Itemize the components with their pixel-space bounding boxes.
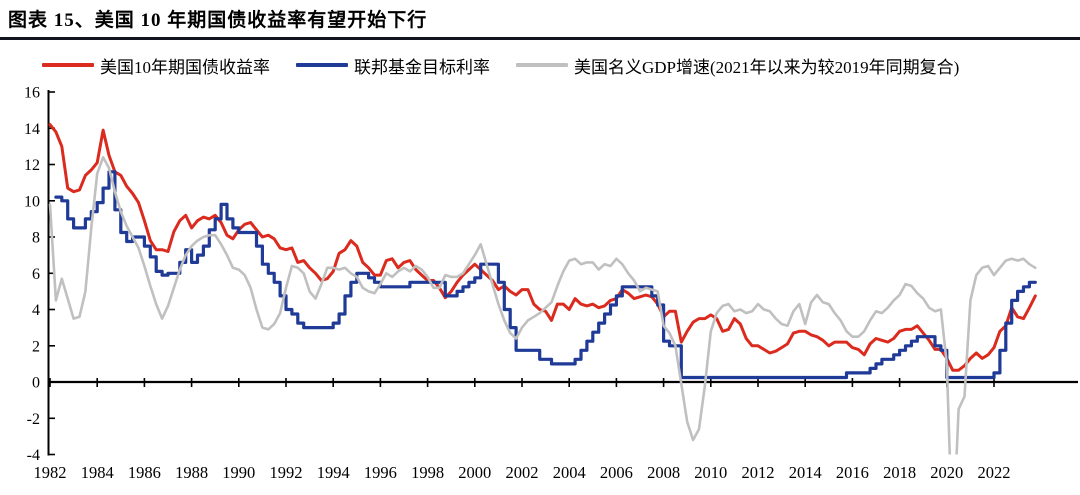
x-axis-label: 2006 [600,463,633,482]
x-axis-label: 1990 [222,463,255,482]
y-axis: -4 -2 0 2 4 6 8 10 12 14 16 [24,85,55,464]
x-axis-label: 2000 [458,463,491,482]
x-axis-label: 1986 [128,463,161,482]
chart-canvas: -4 -2 0 2 4 6 8 10 12 14 16 1982 1984 1986 1988 1990 199… [24,85,1078,482]
legend-line-swatch [516,63,568,67]
series-line-0 [48,123,1037,372]
x-axis-label: 1982 [34,463,67,482]
x-axis-label: 2016 [836,463,869,482]
legend-label: 美国名义GDP增速(2021年以来为较2019年同期复合) [574,57,960,77]
chart-legend: 美国10年期国债收益率 联邦基金目标利率 美国名义GDP增速(2021年以来为较20… [42,50,1072,80]
series-line-1 [54,170,1037,380]
x-axis-label: 1992 [270,463,303,482]
y-axis-label: 4 [32,302,40,319]
series-line-2 [48,156,1037,455]
title-divider [0,37,1080,40]
x-axis-label: 2022 [978,463,1011,482]
legend-label: 联邦基金目标利率 [354,57,490,77]
x-axis-label: 2004 [553,463,586,482]
x-axis-label: 2014 [789,463,822,482]
legend-line-swatch [42,63,94,67]
y-axis-label: 16 [24,85,40,102]
x-axis-label: 1996 [364,463,397,482]
figure-title: 图表 15、美国 10 年期国债收益率有望开始下行 [8,10,428,31]
y-axis-label: -2 [27,411,40,428]
legend-line-swatch [296,63,348,67]
y-axis-label: 12 [24,157,40,174]
legend-label: 美国10年期国债收益率 [100,57,270,77]
y-axis-label: 6 [32,266,40,283]
x-axis-label: 1998 [411,463,444,482]
x-axis-label: 1994 [317,463,350,482]
y-axis-label: -4 [27,447,40,464]
legend-item-1: 联邦基金目标利率 [296,53,490,78]
legend-item-2: 美国名义GDP增速(2021年以来为较2019年同期复合) [516,53,959,78]
y-axis-label: 0 [32,375,40,392]
x-axis-label: 1988 [175,463,208,482]
y-axis-label: 2 [32,338,40,355]
y-axis-label: 14 [24,121,40,138]
y-axis-label: 10 [24,193,40,210]
y-axis-label: 8 [32,230,40,247]
x-axis-label: 2010 [694,463,727,482]
x-axis-label: 2008 [647,463,680,482]
legend-item-0: 美国10年期国债收益率 [42,53,270,78]
x-axis-label: 2002 [506,463,539,482]
x-axis-label: 1984 [81,463,114,482]
x-axis-label: 2018 [883,463,916,482]
x-axis: 1982 1984 1986 1988 1990 1992 1994 1996 1998 2000… [34,378,1078,482]
x-axis-label: 2020 [930,463,963,482]
x-axis-label: 2012 [742,463,775,482]
